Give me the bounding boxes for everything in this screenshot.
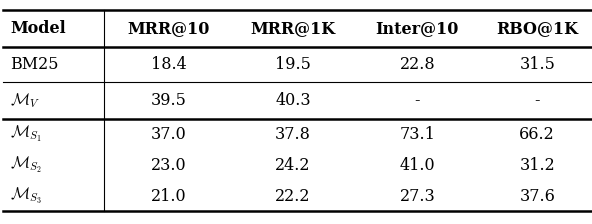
Text: -: - — [535, 92, 540, 109]
Text: Inter@10: Inter@10 — [376, 20, 459, 37]
Text: 31.5: 31.5 — [519, 56, 555, 73]
Text: 21.0: 21.0 — [151, 187, 186, 205]
Text: 31.2: 31.2 — [519, 157, 555, 174]
Text: $\mathcal{M}_{S_1}$: $\mathcal{M}_{S_1}$ — [10, 124, 42, 144]
Text: Model: Model — [10, 20, 66, 37]
Text: BM25: BM25 — [10, 56, 59, 73]
Text: 27.3: 27.3 — [400, 187, 435, 205]
Text: $\mathcal{M}_{S_3}$: $\mathcal{M}_{S_3}$ — [10, 186, 43, 206]
Text: 73.1: 73.1 — [400, 126, 435, 143]
Text: 19.5: 19.5 — [275, 56, 311, 73]
Text: 22.2: 22.2 — [275, 187, 311, 205]
Text: 41.0: 41.0 — [400, 157, 435, 174]
Text: 23.0: 23.0 — [151, 157, 186, 174]
Text: 24.2: 24.2 — [275, 157, 311, 174]
Text: 66.2: 66.2 — [519, 126, 555, 143]
Text: MRR@1K: MRR@1K — [250, 20, 336, 37]
Text: MRR@10: MRR@10 — [127, 20, 210, 37]
Text: 22.8: 22.8 — [400, 56, 435, 73]
Text: 37.0: 37.0 — [151, 126, 186, 143]
Text: $\mathcal{M}_V$: $\mathcal{M}_V$ — [10, 91, 40, 110]
Text: -: - — [414, 92, 420, 109]
Text: $\mathcal{M}_{S_2}$: $\mathcal{M}_{S_2}$ — [10, 155, 42, 175]
Text: 39.5: 39.5 — [151, 92, 186, 109]
Text: 18.4: 18.4 — [151, 56, 186, 73]
Text: 37.6: 37.6 — [519, 187, 555, 205]
Text: 40.3: 40.3 — [275, 92, 311, 109]
Text: 37.8: 37.8 — [275, 126, 311, 143]
Text: RBO@1K: RBO@1K — [496, 20, 578, 37]
